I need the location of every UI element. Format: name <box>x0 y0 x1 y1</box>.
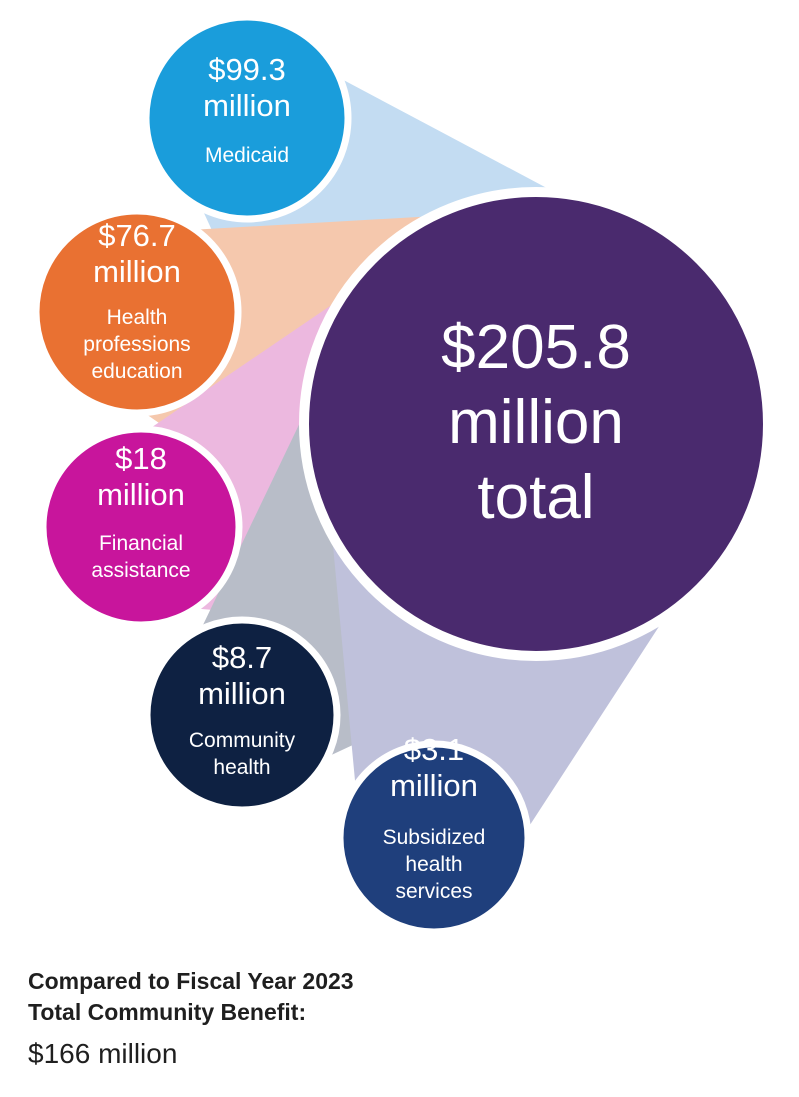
bubble-value-4: $3.1 <box>404 732 464 767</box>
bubble-circle-3 <box>143 616 341 814</box>
bubble-label-2-0: Financial <box>99 532 183 555</box>
bubble-label-1-1: professions <box>83 333 190 356</box>
bubble-unit-2: million <box>97 477 185 512</box>
comparison-heading-line2: Total Community Benefit: <box>28 999 307 1025</box>
bubble-unit-3: million <box>198 676 286 711</box>
comparison-heading-line1: Compared to Fiscal Year 2023 <box>28 968 354 994</box>
bubble-circle-0 <box>142 13 352 223</box>
bubble-label-1-0: Health <box>107 306 168 329</box>
bubble-unit-0: million <box>203 88 291 123</box>
bubble-value-1: $76.7 <box>98 218 176 253</box>
bubble-circle-1 <box>32 207 242 417</box>
total-line-0: $205.8 <box>441 313 631 382</box>
bubble-label-1-2: education <box>91 360 182 383</box>
bubble-label-4-2: services <box>395 880 472 903</box>
comparison-block: Compared to Fiscal Year 2023 Total Commu… <box>28 966 768 1072</box>
bubble-value-2: $18 <box>115 441 167 476</box>
comparison-value: $166 million <box>28 1038 178 1069</box>
bubble-circle-4 <box>336 740 532 936</box>
bubble-label-4-0: Subsidized <box>383 826 486 849</box>
bubble-circle-2 <box>39 425 243 629</box>
bubble-value-0: $99.3 <box>208 52 286 87</box>
total-line-1: million <box>448 388 624 457</box>
total-circle <box>299 187 773 661</box>
total-line-2: total <box>477 463 594 532</box>
bubble-label-4-1: health <box>405 853 462 876</box>
bubble-label-3-1: health <box>213 756 270 779</box>
bubble-value-3: $8.7 <box>212 640 272 675</box>
category-bubbles: $99.3millionMedicaid$76.7millionHealthpr… <box>32 13 532 936</box>
bubble-unit-4: million <box>390 768 478 803</box>
bubble-unit-1: million <box>93 254 181 289</box>
bubble-label-3-0: Community <box>189 729 296 752</box>
bubble-label-0-0: Medicaid <box>205 144 289 167</box>
bubble-label-2-1: assistance <box>91 559 190 582</box>
